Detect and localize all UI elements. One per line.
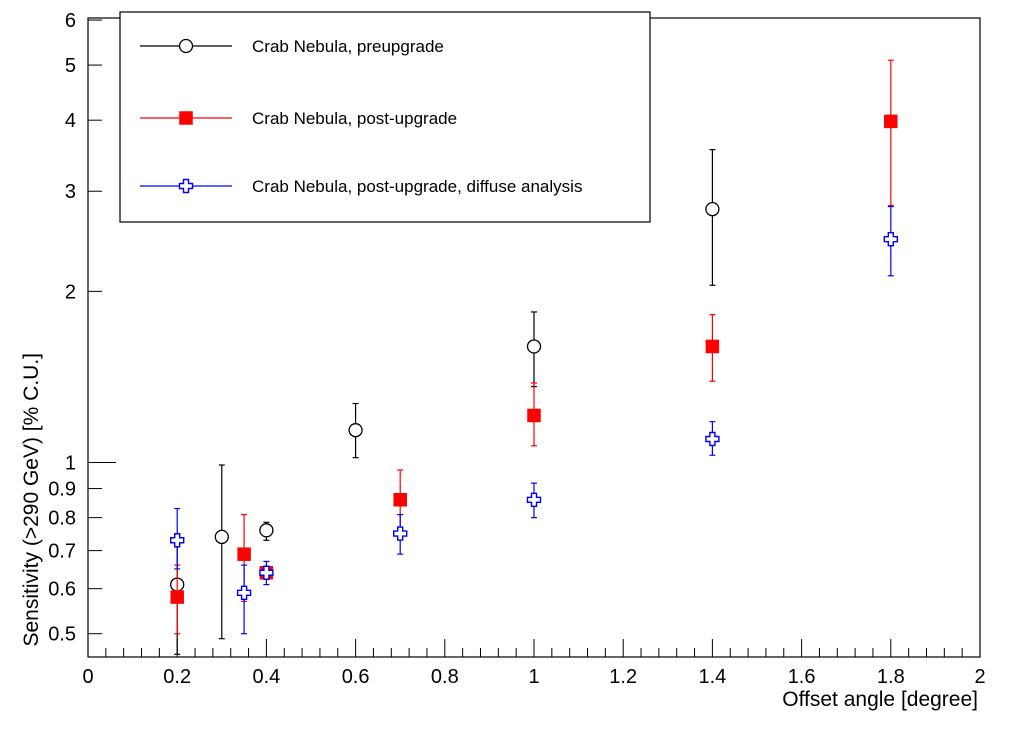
point-marker	[259, 565, 274, 580]
point-marker	[214, 529, 229, 545]
y-tick-label: 1	[65, 453, 76, 475]
y-axis: 0.5 0.6 0.7 0.8 0.9 1 2 3 4 5 6	[48, 10, 116, 646]
point-marker	[527, 408, 541, 423]
point-marker	[526, 339, 542, 354]
y-tick-label: 5	[65, 55, 76, 77]
point-marker	[393, 493, 407, 507]
data-point	[526, 482, 542, 519]
y-tick-label: 0.6	[48, 579, 76, 601]
data-point	[705, 421, 720, 456]
point-marker	[237, 547, 251, 561]
point-marker	[705, 201, 720, 217]
data-point	[170, 564, 184, 635]
point-marker	[348, 423, 363, 438]
x-tick-label: 1	[528, 666, 539, 688]
x-tick-label: 1.4	[698, 666, 726, 688]
legend-marker	[178, 38, 194, 54]
x-axis: 0 0.2 0.4 0.6 0.8 1 1.2 1.4 1.6 1.8 2	[82, 639, 986, 688]
legend-label: Crab Nebula, preupgrade	[252, 37, 444, 56]
point-marker	[705, 431, 720, 447]
data-point	[214, 464, 229, 640]
x-tick-label: 0	[82, 666, 93, 688]
point-marker	[705, 339, 720, 354]
point-marker	[169, 533, 185, 548]
x-axis-title: Offset angle [degree]	[782, 688, 978, 711]
legend-marker	[178, 178, 194, 194]
legend-entry: Crab Nebula, post-upgrade, diffuse analy…	[140, 177, 582, 196]
data-point	[705, 149, 720, 286]
data-point	[884, 59, 898, 207]
data-point	[883, 205, 898, 277]
y-tick-label: 2	[65, 281, 76, 303]
data-series-layer	[169, 59, 898, 655]
data-point	[259, 521, 274, 541]
data-point	[527, 382, 541, 447]
data-point	[705, 314, 720, 382]
y-tick-label: 0.7	[48, 541, 76, 563]
x-tick-label: 1.2	[609, 666, 637, 688]
legend-label: Crab Nebula, post-upgrade	[252, 109, 457, 128]
point-marker	[884, 114, 898, 129]
x-tick-label: 0.6	[342, 666, 370, 688]
point-marker	[236, 585, 252, 601]
legend-entry: Crab Nebula, preupgrade	[140, 37, 444, 56]
data-point	[348, 402, 363, 459]
y-tick-label: 3	[65, 181, 76, 203]
y-tick-label: 0.5	[48, 624, 76, 646]
x-tick-label: 0.8	[431, 666, 459, 688]
data-point	[526, 311, 542, 388]
point-marker	[883, 232, 898, 247]
legend-entry: Crab Nebula, post-upgrade	[140, 109, 457, 128]
legend: Crab Nebula, preupgrade Crab Nebula, post…	[119, 11, 651, 223]
x-tick-label: 1.8	[877, 666, 905, 688]
point-marker	[259, 523, 274, 538]
y-tick-label: 0.9	[48, 479, 76, 501]
point-marker	[170, 590, 184, 604]
data-point	[236, 564, 252, 635]
x-tick-label: 0.4	[252, 666, 280, 688]
legend-marker	[179, 111, 193, 125]
point-marker	[526, 492, 542, 507]
series-1	[170, 149, 720, 655]
legend-label: Crab Nebula, post-upgrade, diffuse analy…	[252, 177, 582, 196]
x-tick-label: 1.6	[788, 666, 816, 688]
y-tick-label: 4	[65, 110, 76, 132]
y-axis-title: Sensitivity (>290 GeV) [% C.U.]	[20, 353, 43, 647]
data-point	[393, 513, 408, 555]
legend-box	[119, 11, 651, 223]
y-tick-label: 0.8	[48, 508, 76, 530]
x-tick-label: 2	[974, 666, 985, 688]
series-3	[169, 205, 898, 635]
point-marker	[393, 526, 408, 541]
data-point	[259, 560, 274, 586]
y-tick-label: 6	[65, 10, 76, 32]
x-tick-label: 0.2	[163, 666, 191, 688]
data-point	[169, 507, 185, 570]
